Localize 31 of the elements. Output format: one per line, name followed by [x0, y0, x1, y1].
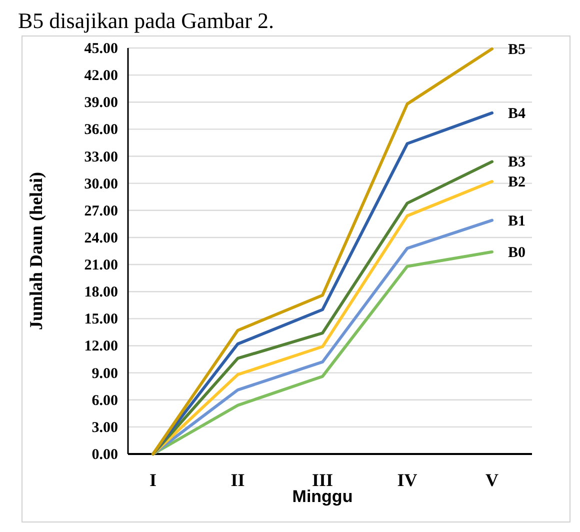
x-tick-label: IV: [397, 470, 418, 490]
y-tick-label: 42.00: [84, 68, 118, 84]
y-tick-label: 39.00: [84, 95, 118, 112]
y-tick-label: 15.00: [84, 312, 118, 328]
y-tick-label: 45.00: [84, 41, 118, 57]
series-label: B1: [508, 213, 526, 230]
x-tick-label: III: [312, 470, 334, 490]
y-tick-label: 30.00: [84, 176, 118, 192]
y-tick-label: 24.00: [84, 230, 118, 246]
x-axis-title: Minggu: [292, 487, 353, 506]
y-tick-label: 0.00: [92, 447, 118, 463]
y-tick-label: 21.00: [84, 258, 118, 274]
series-label: B4: [508, 106, 526, 122]
x-tick-label: II: [230, 470, 245, 490]
series-label: B2: [508, 174, 526, 191]
y-tick-label: 36.00: [84, 122, 118, 138]
y-tick-label: 27.00: [84, 203, 118, 220]
y-tick-label: 33.00: [84, 149, 118, 166]
x-tick-label: I: [149, 470, 157, 490]
series-label: B3: [508, 154, 526, 171]
y-tick-label: 3.00: [92, 420, 118, 436]
y-axis-title: Jumlah Daun (helai): [26, 172, 46, 330]
line-series: [152, 47, 494, 456]
y-tick-label: 9.00: [92, 366, 118, 382]
y-tick-label: 12.00: [84, 338, 118, 355]
y-tick-label: 18.00: [84, 284, 118, 301]
x-tick-label: V: [486, 470, 498, 490]
text: B5 disajikan pada Gambar 2.: [18, 8, 274, 33]
series-label: B5: [508, 42, 526, 58]
series-label: B0: [508, 244, 526, 261]
y-tick-label: 6.00: [92, 392, 118, 409]
